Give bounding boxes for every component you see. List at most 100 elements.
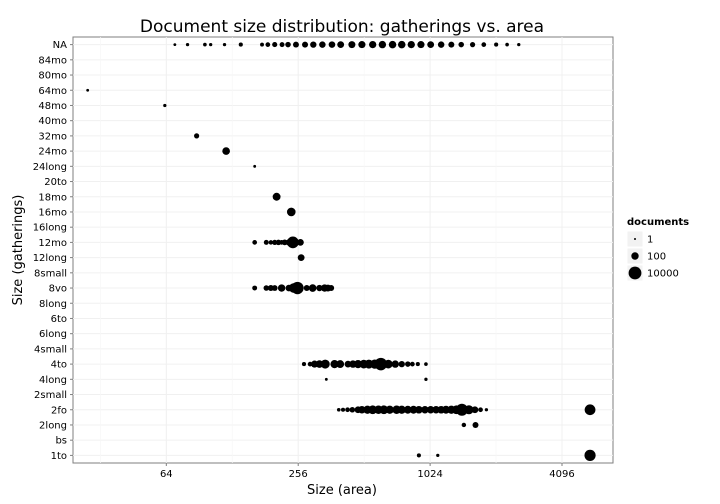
y-tick-label: 2long — [39, 420, 67, 431]
data-point — [410, 361, 415, 367]
data-point — [297, 254, 305, 262]
data-point — [185, 42, 190, 47]
legend-key-symbol — [631, 252, 639, 260]
y-tick-labels: 1to bs 2long 2fo 2small 4long 4to 4small 6long 6t… — [33, 40, 73, 462]
y-tick-label: 20to — [44, 177, 67, 188]
data-point — [416, 453, 421, 458]
data-point — [584, 404, 596, 416]
data-point — [265, 42, 271, 47]
data-point — [173, 43, 177, 47]
data-point — [421, 406, 429, 414]
data-point — [252, 240, 258, 245]
legend-label: 1 — [647, 235, 653, 246]
data-point — [340, 407, 346, 412]
y-tick-label: 24long — [33, 162, 67, 173]
data-point — [320, 359, 330, 369]
data-point — [426, 406, 435, 414]
data-point — [263, 285, 270, 291]
data-point — [328, 41, 336, 48]
data-point — [424, 377, 428, 381]
y-tick-label: 16long — [33, 223, 67, 234]
data-point — [385, 405, 394, 414]
data-point — [505, 42, 509, 47]
y-tick-label: NA — [53, 40, 67, 51]
y-tick-label: 32mo — [38, 131, 67, 142]
data-point — [388, 40, 397, 49]
data-point — [291, 281, 304, 295]
data-point — [287, 236, 299, 249]
y-tick-label: 1to — [51, 451, 67, 462]
data-point — [417, 41, 425, 49]
data-point — [310, 41, 317, 48]
data-point — [369, 40, 377, 49]
legend-entries: 1 100 10000 — [626, 230, 679, 282]
data-point — [472, 421, 479, 428]
data-point — [379, 405, 389, 415]
legend: documents 1 100 10000 — [626, 217, 689, 282]
x-tick-label: 1024 — [417, 469, 442, 480]
data-point — [263, 239, 269, 245]
data-points — [86, 40, 596, 461]
legend-key-symbol — [628, 266, 642, 280]
data-point — [253, 164, 257, 168]
data-point — [271, 285, 278, 291]
data-point — [277, 284, 286, 292]
data-point — [448, 41, 455, 48]
data-point — [478, 407, 483, 413]
data-point — [358, 41, 366, 49]
x-tick-labels: 64 256 1024 4096 — [160, 463, 575, 480]
data-point — [336, 360, 345, 369]
data-point — [469, 42, 476, 48]
data-point — [358, 406, 366, 414]
data-point — [238, 42, 243, 47]
data-point — [303, 285, 310, 292]
data-point — [268, 240, 274, 245]
data-point — [345, 407, 350, 413]
legend-label: 10000 — [647, 269, 679, 280]
data-point — [484, 408, 489, 412]
x-axis-title: Size (area) — [307, 483, 377, 498]
data-point — [86, 88, 90, 92]
data-point — [378, 40, 387, 49]
data-point — [374, 357, 388, 371]
data-point — [194, 133, 200, 139]
data-point — [481, 42, 487, 47]
data-point — [348, 41, 356, 49]
y-tick-label: 64mo — [38, 86, 67, 97]
data-point — [424, 362, 428, 366]
y-tick-label: 8long — [39, 299, 67, 310]
chart-title: Document size distribution: gatherings v… — [140, 17, 544, 37]
data-point — [407, 40, 415, 49]
plot-panel — [72, 36, 614, 464]
data-point — [222, 42, 227, 47]
y-tick-label: 2fo — [51, 405, 67, 416]
y-tick-label: 40mo — [38, 116, 67, 127]
y-tick-label: 18mo — [38, 192, 67, 203]
data-point — [308, 284, 317, 292]
data-point — [455, 403, 468, 416]
data-point — [391, 360, 399, 368]
data-point — [383, 359, 393, 369]
data-point — [203, 42, 207, 47]
legend-title: documents — [627, 217, 689, 228]
data-point — [471, 406, 479, 414]
y-tick-label: 6to — [51, 314, 67, 325]
data-point — [324, 377, 328, 381]
data-point — [461, 422, 467, 428]
y-tick-label: 24mo — [38, 147, 67, 158]
data-point — [286, 207, 296, 217]
data-point — [272, 192, 281, 201]
data-point — [337, 41, 345, 49]
data-point — [279, 42, 285, 48]
data-point — [319, 41, 326, 48]
y-tick-label: 6long — [39, 329, 67, 340]
data-point — [336, 407, 341, 412]
data-point — [436, 453, 440, 458]
y-tick-label: 12long — [33, 253, 67, 264]
x-tick-label: 256 — [289, 469, 308, 480]
data-point — [494, 42, 499, 47]
y-tick-label: 8vo — [49, 284, 67, 295]
data-point — [398, 360, 405, 368]
data-point — [328, 285, 335, 292]
data-point — [252, 285, 258, 291]
